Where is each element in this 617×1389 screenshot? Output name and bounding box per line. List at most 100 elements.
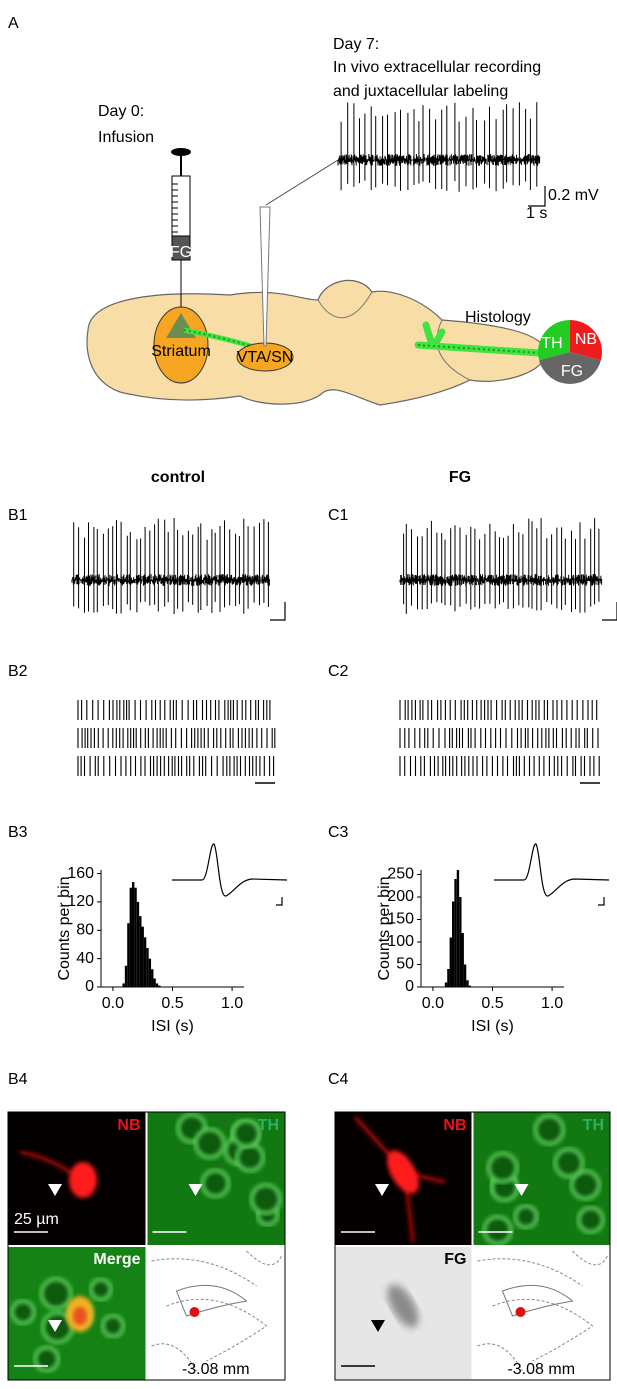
neuron-nb: [387, 1150, 419, 1194]
label: B3: [8, 824, 28, 841]
histogram-bar: [461, 933, 464, 987]
label: FG: [444, 1251, 466, 1268]
histogram-bar: [444, 982, 448, 987]
x-tick-label: 0.0: [422, 995, 444, 1012]
label: Striatum: [151, 343, 211, 360]
image-frame: [7, 1111, 286, 1381]
atlas: [472, 1246, 610, 1380]
histogram-bar: [153, 978, 156, 987]
y-axis-label: Counts per bin: [376, 876, 393, 980]
histogram-bar: [151, 969, 154, 987]
cell: [553, 1147, 585, 1179]
atlas-outline: [477, 1250, 608, 1372]
waveform: [494, 843, 610, 897]
striatum: [153, 306, 209, 384]
label: TH: [583, 1117, 604, 1134]
label: 25 µm: [14, 1211, 59, 1228]
label: 0.2 mV: [548, 187, 599, 204]
arrowhead: [48, 1320, 62, 1332]
cell: [231, 1118, 262, 1149]
brain-fold: [317, 291, 471, 381]
spike-trace: [399, 518, 603, 614]
y-tick-label: 250: [387, 866, 414, 883]
cell: [200, 1168, 231, 1199]
fiber-dots: [417, 344, 541, 354]
histogram-bar: [454, 879, 457, 987]
histogram-bar: [127, 923, 130, 987]
label: TH: [541, 335, 562, 352]
cell: [482, 1215, 513, 1246]
arrowhead: [371, 1320, 385, 1332]
cell: [235, 1142, 265, 1173]
cell: [576, 1206, 605, 1234]
x-axis-label: ISI (s): [471, 1018, 514, 1035]
raster-row: [399, 756, 600, 776]
histogram-bar: [148, 958, 152, 987]
scale-bar: [598, 897, 605, 906]
y-tick-label: 150: [387, 911, 414, 928]
label: FG: [170, 244, 192, 261]
cell: [39, 1277, 73, 1311]
histogram-bar: [122, 983, 125, 987]
label: and juxtacellular labeling: [333, 83, 508, 100]
label: Day 7:: [333, 36, 379, 53]
histogram-bar: [449, 937, 452, 987]
histogram-bar: [459, 897, 462, 987]
recording-site: [189, 1307, 200, 1317]
y-tick-label: 200: [387, 888, 414, 905]
scale-bar: [270, 602, 286, 621]
cell: [486, 1151, 519, 1184]
x-tick-label: 0.0: [102, 995, 124, 1012]
scale-bar: [602, 602, 617, 621]
y-tick-label: 160: [67, 865, 94, 882]
x-tick-label: 0.5: [161, 995, 183, 1012]
histogram-bar: [129, 887, 132, 987]
cell: [533, 1114, 565, 1146]
cell: [10, 1299, 36, 1325]
pie-th: [538, 320, 570, 361]
raster-row: [77, 756, 275, 776]
label: In vivo extracellular recording: [333, 59, 541, 76]
label: -3.08 mm: [182, 1361, 250, 1378]
label: Infusion: [98, 129, 154, 146]
atlas: [146, 1246, 285, 1380]
label: C4: [328, 1071, 349, 1088]
histogram-bar: [146, 948, 149, 987]
histogram-bar: [158, 985, 161, 987]
histogram-bar: [141, 926, 144, 987]
y-tick-label: 80: [76, 921, 94, 938]
plunger: [171, 148, 191, 156]
spike-trace: [337, 102, 541, 192]
y-axis-label: Counts per bin: [56, 876, 73, 980]
electrode: [259, 206, 271, 347]
label: Merge: [93, 1251, 140, 1268]
label: C1: [328, 507, 349, 524]
x-tick-label: 1.0: [541, 995, 563, 1012]
label: C3: [328, 824, 349, 841]
y-tick-label: 40: [76, 950, 94, 967]
label: control: [151, 469, 205, 486]
label: C2: [328, 663, 349, 680]
cell: [193, 1127, 226, 1160]
cell: [513, 1204, 539, 1230]
y-tick-label: 120: [67, 893, 94, 910]
y-tick-label: 100: [387, 933, 414, 950]
label: NB: [117, 1117, 140, 1134]
cell: [33, 1345, 61, 1373]
label: NB: [443, 1117, 466, 1134]
raster-row: [77, 728, 276, 748]
label: Day 0:: [98, 103, 144, 120]
histogram-bar: [134, 887, 137, 987]
cell: [249, 1183, 282, 1216]
histogram-bar: [139, 916, 142, 987]
label: FG: [449, 469, 471, 486]
x-tick-label: 1.0: [221, 995, 243, 1012]
y-tick-label: 0: [405, 978, 414, 995]
label: A: [8, 15, 19, 32]
label: B2: [8, 663, 28, 680]
label: VTA/SN: [237, 349, 294, 366]
histogram-bar: [451, 901, 455, 987]
arrowhead: [188, 1184, 203, 1196]
raster-row: [77, 700, 271, 720]
